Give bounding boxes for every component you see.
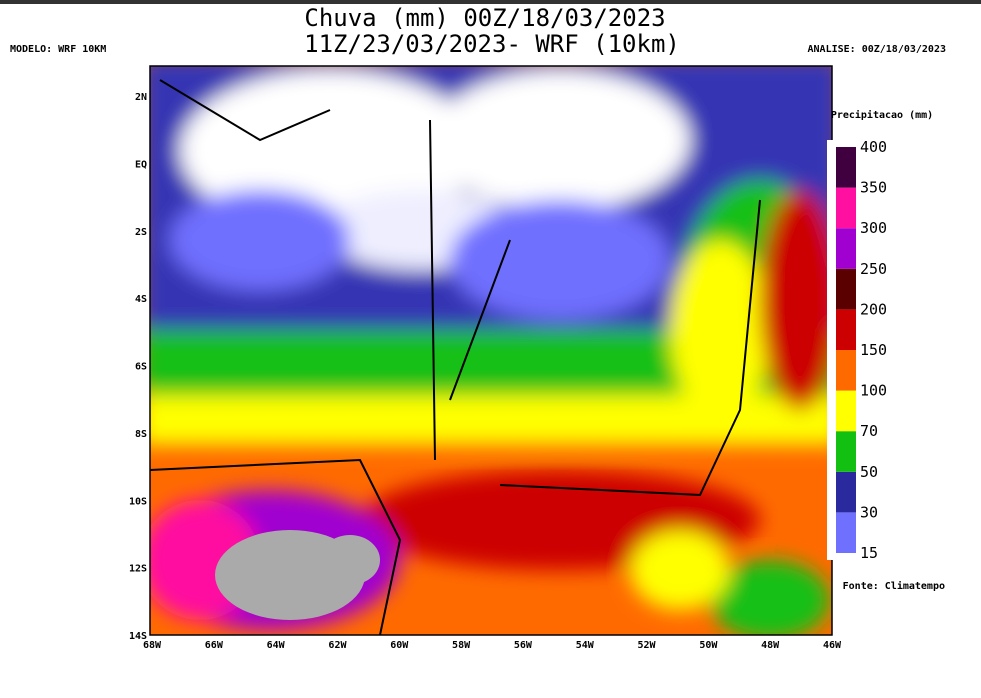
y-tick-label: 4S	[135, 294, 147, 305]
precip-field	[150, 66, 832, 635]
legend-label: 15	[860, 544, 878, 562]
legend-label: 400	[860, 138, 887, 156]
legend-label: 100	[860, 382, 887, 400]
x-tick-label: 52W	[638, 640, 657, 651]
legend-swatch	[836, 147, 856, 188]
x-tick-label: 64W	[267, 640, 286, 651]
x-tick-label: 68W	[143, 640, 162, 651]
legend-swatch	[836, 228, 856, 269]
y-tick-label: 8S	[135, 429, 147, 440]
legend-swatch	[836, 431, 856, 472]
top-bar	[0, 0, 981, 4]
y-tick-label: 2N	[135, 92, 147, 103]
x-tick-label: 48W	[761, 640, 780, 651]
source-label: Fonte: Climatempo	[843, 580, 945, 592]
x-tick-label: 60W	[390, 640, 409, 651]
legend-swatch	[836, 268, 856, 310]
y-tick-label: 6S	[135, 362, 147, 373]
x-tick-label: 50W	[699, 640, 718, 651]
legend-swatch	[836, 309, 856, 350]
title-line-2: 11Z/23/03/2023- WRF (10km)	[304, 30, 680, 58]
legend-swatch	[836, 471, 856, 513]
legend-label: 30	[860, 503, 878, 521]
model-label: MODELO: WRF 10KM	[10, 44, 106, 55]
x-tick-label: 58W	[452, 640, 471, 651]
y-tick-label: 10S	[129, 496, 147, 507]
legend-label: 150	[860, 341, 887, 359]
y-tick-label: 14S	[129, 631, 147, 642]
legend-label: 200	[860, 300, 887, 318]
legend-swatch	[836, 187, 856, 229]
x-tick-label: 66W	[205, 640, 224, 651]
legend-swatch	[836, 390, 856, 432]
x-tick-label: 62W	[328, 640, 347, 651]
analysis-label: ANALISE: 00Z/18/03/2023	[808, 44, 946, 55]
legend-swatch	[836, 350, 856, 391]
y-tick-label: EQ	[135, 159, 147, 170]
y-tick-label: 2S	[135, 227, 147, 238]
legend-label: 250	[860, 260, 887, 278]
x-tick-label: 56W	[514, 640, 533, 651]
y-tick-label: 12S	[129, 564, 147, 575]
legend-label: 300	[860, 219, 887, 237]
legend-swatch	[836, 512, 856, 553]
x-tick-label: 46W	[823, 640, 842, 651]
title-line-1: Chuva (mm) 00Z/18/03/2023	[304, 4, 665, 32]
x-tick-label: 54W	[576, 640, 595, 651]
legend-label: 50	[860, 463, 878, 481]
legend-title: Precipitacao (mm)	[831, 109, 933, 121]
legend-label: 70	[860, 422, 878, 440]
legend-label: 350	[860, 179, 887, 197]
